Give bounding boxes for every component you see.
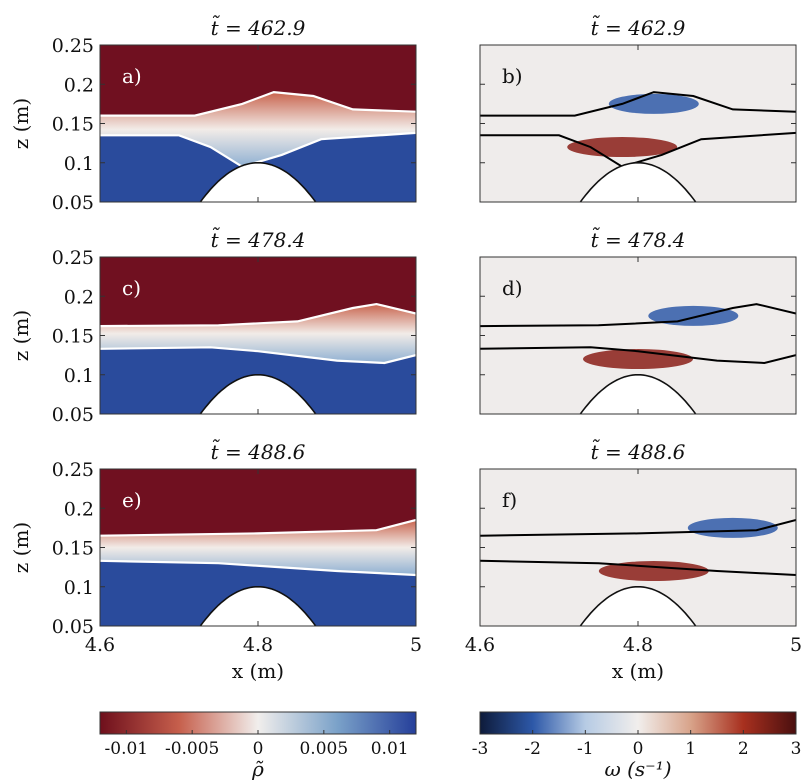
colorbar-tick-label: 0.005	[299, 739, 348, 759]
panel-label: d)	[502, 276, 523, 300]
colorbar-vorticity: -3 -2 -1 0 1 2 3 ω (s⁻¹)	[472, 711, 801, 781]
xtick-label: 4.6	[85, 634, 115, 656]
ytick-label: 0.2	[64, 286, 94, 308]
y-axis-label: z (m)	[9, 522, 33, 573]
ytick-label: 0.25	[52, 247, 94, 269]
panel-b: t̃ = 462.9 b)	[479, 14, 797, 203]
ytick-label: 0.1	[64, 365, 94, 387]
upper-isopycnal	[100, 518, 416, 537]
panel-title: t̃ = 462.9	[591, 14, 686, 40]
panel-label: a)	[122, 64, 142, 88]
upper-isopycnal	[100, 90, 416, 117]
ytick-label: 0.1	[64, 153, 94, 175]
ytick-label: 0.05	[52, 192, 94, 214]
panel-title: t̃ = 478.4	[591, 226, 686, 252]
colorbar-tick-label: -2	[524, 739, 541, 759]
panel-d: t̃ = 478.4 d)	[479, 226, 797, 415]
panel-title: t̃ = 478.4	[211, 226, 306, 252]
colorbar-tick-label: 2	[738, 739, 749, 759]
colorbar-tick-label: 0	[253, 739, 264, 759]
xtick-label: 4.8	[623, 634, 653, 656]
colorbar-tick-label: -0.01	[105, 739, 149, 759]
colorbar-label: ρ̃	[251, 757, 264, 781]
colorbar-tick-label: -3	[472, 739, 489, 759]
xtick-label: 5	[790, 634, 801, 656]
ytick-label: 0.05	[52, 404, 94, 426]
panel-e: 0.25 0.2 0.15 0.1 0.054.6 4.8 5 t̃ = 488.6 e) z (…	[9, 438, 422, 683]
panel-label: f)	[502, 488, 517, 512]
negative-vorticity	[687, 517, 778, 538]
xtick-label: 4.8	[243, 634, 273, 656]
colorbar-tick-label: 1	[685, 739, 696, 759]
colorbar-tick-label: 0.01	[371, 739, 409, 759]
panel-f: 4.6 4.8 5 t̃ = 488.6 f) x (m)	[465, 438, 801, 683]
positive-vorticity	[567, 137, 678, 158]
ytick-label: 0.15	[52, 114, 94, 136]
x-axis-label: x (m)	[232, 659, 284, 683]
panel-a: 0.25 0.2 0.15 0.1 0.05 t̃ = 462.9 a) z (m)	[9, 14, 417, 214]
colorbar-tick-label: -0.005	[165, 739, 219, 759]
ytick-label: 0.25	[52, 35, 94, 57]
lower-isopycnal	[100, 346, 416, 365]
xtick-label: 5	[410, 634, 422, 656]
transition-layer	[100, 304, 416, 363]
colorbar-tick-label: -1	[577, 739, 594, 759]
transition-layer	[100, 92, 416, 167]
colorbar-tick-label: 0	[633, 739, 644, 759]
upper-isopycnal	[480, 519, 796, 537]
lower-isopycnal	[100, 559, 416, 577]
positive-vorticity	[598, 561, 709, 582]
lower-isopycnal	[480, 346, 796, 365]
panel-label: e)	[122, 488, 142, 512]
panel-title: t̃ = 462.9	[211, 14, 306, 40]
topography	[579, 374, 697, 414]
upper-isopycnal	[480, 91, 796, 117]
x-axis-label: x (m)	[612, 659, 664, 683]
topography	[579, 586, 697, 626]
colorbar-label: ω (s⁻¹)	[604, 757, 671, 781]
colorbar-tick-label: 3	[791, 739, 801, 759]
negative-vorticity	[608, 93, 699, 114]
panel-label: c)	[122, 276, 141, 300]
topography	[199, 162, 317, 202]
topography	[199, 374, 317, 414]
transition-layer	[100, 520, 416, 575]
ytick-label: 0.1	[64, 577, 94, 599]
y-axis-label: z (m)	[9, 98, 33, 149]
xtick-label: 4.6	[465, 634, 495, 656]
ytick-label: 0.2	[64, 498, 94, 520]
lower-isopycnal	[480, 559, 796, 576]
panel-title: t̃ = 488.6	[211, 438, 306, 464]
panel-label: b)	[502, 64, 523, 88]
panel-title: t̃ = 488.6	[591, 438, 686, 464]
upper-isopycnal	[100, 302, 416, 328]
upper-isopycnal	[480, 303, 796, 328]
colorbar-density: -0.01 -0.005 0 0.005 0.01 ρ̃	[99, 711, 417, 781]
ytick-label: 0.05	[52, 616, 94, 638]
ytick-label: 0.2	[64, 74, 94, 96]
ytick-label: 0.15	[52, 326, 94, 348]
panel-c: 0.25 0.2 0.15 0.1 0.05 t̃ = 478.4 c) z (m)	[9, 226, 417, 426]
topography	[199, 586, 317, 626]
topography	[579, 162, 697, 202]
ytick-label: 0.15	[52, 538, 94, 560]
y-axis-label: z (m)	[9, 310, 33, 361]
ytick-label: 0.25	[52, 459, 94, 481]
